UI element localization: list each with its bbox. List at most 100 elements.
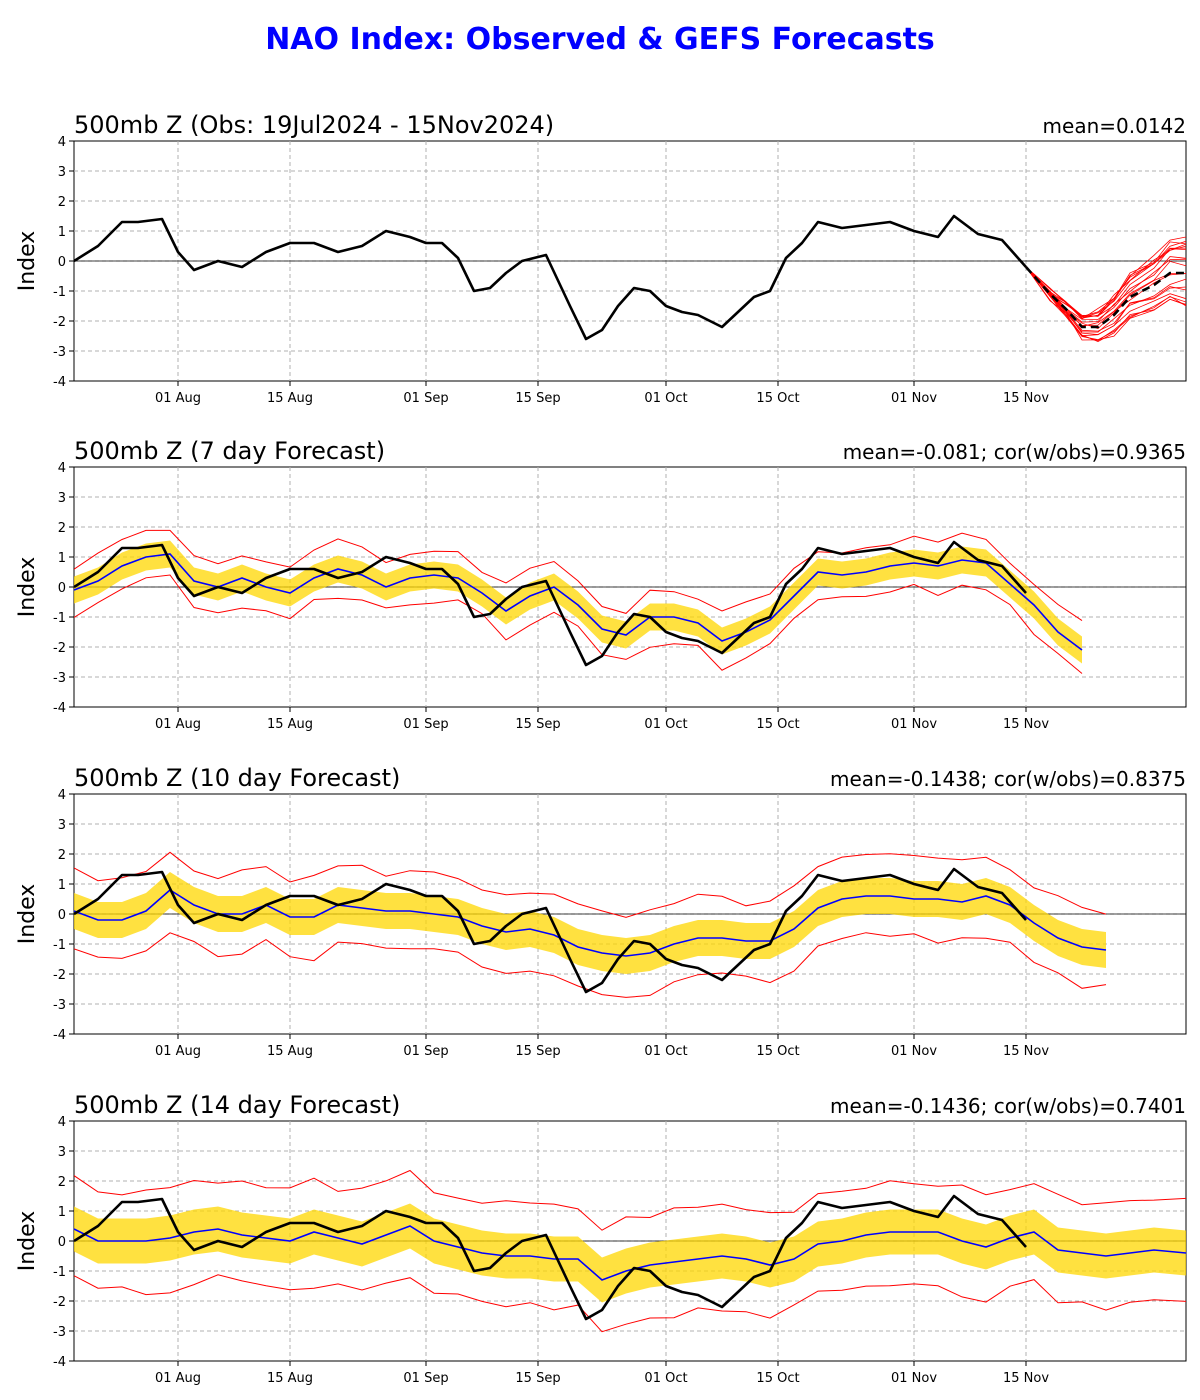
x-tick-label: 15 Aug [267, 391, 313, 406]
ensemble-member-line [1025, 260, 1186, 327]
y-tick-label: 2 [58, 195, 66, 210]
panel-title: 500mb Z (Obs: 19Jul2024 - 15Nov2024) [74, 111, 554, 139]
y-tick-label: 4 [58, 135, 66, 150]
ensemble-mean-line [74, 889, 1107, 957]
observed-line [74, 867, 1027, 994]
y-tick-label: -2 [53, 641, 66, 656]
x-tick-label: 01 Oct [644, 391, 687, 406]
observed-line [74, 540, 1027, 667]
x-tick-label: 01 Oct [644, 1371, 687, 1386]
y-tick-label: 4 [58, 461, 66, 476]
x-tick-label: 15 Sep [515, 391, 560, 406]
x-tick-label: 01 Aug [155, 391, 201, 406]
y-tick-label: -1 [53, 1265, 66, 1280]
y-tick-label: 0 [58, 581, 66, 596]
ensemble-member-line [1025, 243, 1186, 319]
x-tick-label: 15 Oct [756, 1044, 799, 1059]
y-tick-label: 4 [58, 1115, 66, 1130]
x-tick-label: 15 Sep [515, 717, 560, 732]
y-tick-label: -4 [53, 1028, 66, 1043]
y-tick-label: 0 [58, 1235, 66, 1250]
panel-2: 500mb Z (7 day Forecast) mean=-0.081; cor… [15, 437, 1187, 732]
y-axis-label: Index [15, 557, 40, 618]
y-tick-label: 1 [58, 225, 66, 240]
main-title: NAO Index: Observed & GEFS Forecasts [265, 22, 935, 57]
x-tick-label: 15 Oct [756, 1371, 799, 1386]
x-tick-label: 15 Aug [267, 1044, 313, 1059]
x-tick-label: 01 Aug [155, 717, 201, 732]
panel-4: 500mb Z (14 day Forecast) mean=-0.1436; c… [15, 1091, 1187, 1386]
x-tick-label: 15 Sep [515, 1371, 560, 1386]
x-tick-label: 01 Sep [403, 1044, 448, 1059]
x-tick-label: 01 Aug [155, 1044, 201, 1059]
y-tick-label: 2 [58, 848, 66, 863]
y-tick-label: -3 [53, 345, 66, 360]
y-tick-label: -4 [53, 375, 66, 390]
y-tick-label: -3 [53, 671, 66, 686]
y-tick-label: 1 [58, 551, 66, 566]
ensemble-member-line [1025, 266, 1186, 333]
series-layer [74, 1169, 1186, 1333]
forecast-mean-dashed-line [1025, 266, 1186, 329]
y-tick-label: 3 [58, 818, 66, 833]
y-axis-label: Index [15, 884, 40, 945]
y-tick-label: -4 [53, 701, 66, 716]
y-tick-label: -1 [53, 611, 66, 626]
ensemble-member-line [1025, 266, 1186, 341]
x-tick-label: 01 Sep [403, 717, 448, 732]
panel-3: 500mb Z (10 day Forecast) mean=-0.1438; c… [15, 764, 1187, 1059]
ensemble-member-line [1025, 266, 1186, 335]
ensemble-mean-line [74, 553, 1083, 651]
y-tick-label: -2 [53, 1295, 66, 1310]
y-tick-label: -1 [53, 938, 66, 953]
x-tick-label: 15 Aug [267, 1371, 313, 1386]
x-tick-label: 15 Oct [756, 391, 799, 406]
ensemble-upper-extreme-line [74, 851, 1107, 918]
x-tick-label: 01 Nov [891, 1044, 937, 1059]
observed-line [74, 1194, 1027, 1321]
panel-title: 500mb Z (14 day Forecast) [74, 1091, 400, 1119]
y-tick-label: -2 [53, 315, 66, 330]
x-tick-label: 01 Nov [891, 391, 937, 406]
x-tick-label: 15 Sep [515, 1044, 560, 1059]
panel-title: 500mb Z (10 day Forecast) [74, 764, 400, 792]
observed-line [74, 214, 1027, 341]
x-tick-label: 01 Sep [403, 1371, 448, 1386]
y-tick-label: 0 [58, 255, 66, 270]
ensemble-member-line [1025, 266, 1186, 341]
x-tick-label: 15 Nov [1003, 717, 1049, 732]
panel-stat-label: mean=-0.1438; cor(w/obs)=0.8375 [830, 767, 1186, 791]
y-tick-label: 4 [58, 788, 66, 803]
ensemble-lower-extreme-line [74, 574, 1083, 674]
series-layer [74, 214, 1186, 342]
y-axis-label: Index [15, 1211, 40, 1272]
ensemble-member-line [1025, 236, 1186, 320]
x-tick-label: 15 Nov [1003, 391, 1049, 406]
y-tick-label: -1 [53, 285, 66, 300]
x-tick-label: 01 Aug [155, 1371, 201, 1386]
x-tick-label: 01 Sep [403, 391, 448, 406]
y-axis-label: Index [15, 231, 40, 292]
x-tick-label: 01 Nov [891, 717, 937, 732]
y-tick-label: 2 [58, 1175, 66, 1190]
series-layer [74, 851, 1107, 998]
y-tick-label: 1 [58, 878, 66, 893]
x-tick-label: 15 Nov [1003, 1371, 1049, 1386]
y-tick-label: 0 [58, 908, 66, 923]
y-tick-label: 3 [58, 165, 66, 180]
ensemble-lower-extreme-line [74, 1274, 1186, 1333]
panel-stat-label: mean=-0.081; cor(w/obs)=0.9365 [843, 440, 1186, 464]
y-tick-label: 2 [58, 521, 66, 536]
x-tick-label: 15 Nov [1003, 1044, 1049, 1059]
x-tick-label: 15 Aug [267, 717, 313, 732]
x-tick-label: 01 Oct [644, 1044, 687, 1059]
y-tick-label: 3 [58, 1145, 66, 1160]
x-tick-label: 15 Oct [756, 717, 799, 732]
ensemble-upper-extreme-line [74, 529, 1083, 622]
y-tick-label: -4 [53, 1355, 66, 1370]
x-tick-label: 01 Nov [891, 1371, 937, 1386]
y-tick-label: -3 [53, 1325, 66, 1340]
y-tick-label: 3 [58, 491, 66, 506]
ensemble-upper-extreme-line [74, 1169, 1186, 1231]
